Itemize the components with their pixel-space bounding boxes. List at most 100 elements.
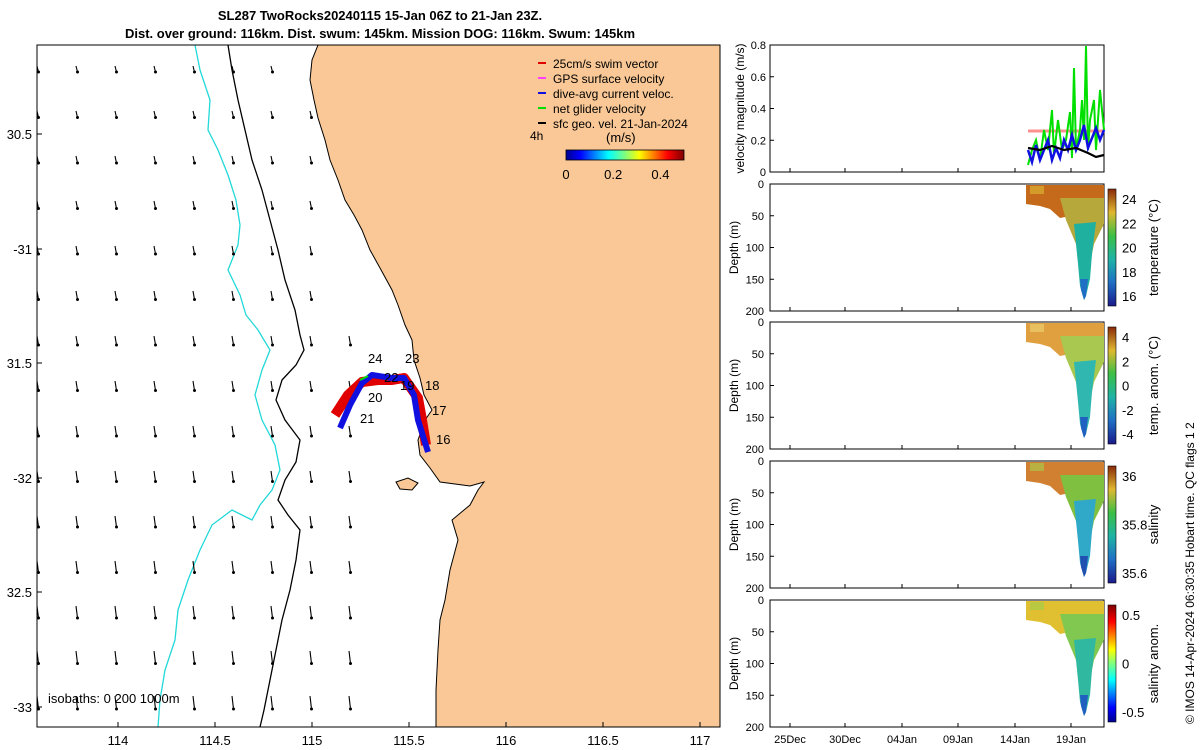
- salinity-y-tick: 0: [758, 456, 764, 468]
- temperature-y-tick: 50: [752, 211, 764, 223]
- map-x-tick: 114.5: [199, 733, 231, 748]
- map-y-tick: -32: [13, 471, 32, 486]
- dive-avg-series: [1026, 124, 1106, 167]
- speed-colorbar: [565, 149, 685, 161]
- panel-x-tick: 14Jan: [1000, 734, 1030, 746]
- sal_anom-colorbar: [1107, 604, 1117, 723]
- day-label: 24: [368, 351, 382, 366]
- temp_anom-ylabel: Depth (m): [727, 359, 741, 412]
- salinity-y-tick: 200: [746, 583, 764, 595]
- map-x-tick: 115: [302, 733, 323, 748]
- day-label: 21: [360, 411, 374, 426]
- temp_anom-y-tick: 0: [758, 317, 764, 329]
- temperature-ylabel: Depth (m): [727, 221, 741, 274]
- day-label: 18: [425, 378, 439, 393]
- temperature-cbar-tick: 16: [1122, 289, 1136, 304]
- day-label: 20: [368, 390, 382, 405]
- map-y-tick: -33: [13, 700, 32, 715]
- time-interval-label: 4h: [530, 129, 543, 143]
- legend-entry: sfc geo. vel. 21-Jan-2024: [553, 117, 688, 131]
- sal_anom-cbar-tick: -0.5: [1122, 705, 1144, 720]
- temperature-surface-patch: [1030, 186, 1044, 194]
- day-label: 17: [432, 403, 446, 418]
- land-mass: [309, 45, 720, 727]
- temperature-cbar-tick: 24: [1122, 192, 1136, 207]
- map-x-tick: 117: [690, 733, 711, 748]
- map-axes: 114 114.5 115 115.5 116 116.5 117 30.5 -31 31.5 -3…: [7, 127, 711, 748]
- map-y-tick: 32.5: [7, 585, 32, 600]
- net-velocity-series: [1027, 45, 1105, 166]
- panel-x-tick: 19Jan: [1056, 734, 1086, 746]
- panel-x-tick: 30Dec: [829, 734, 861, 746]
- figure-title-line2: Dist. over ground: 116km. Dist. swum: 14…: [124, 26, 636, 41]
- temp_anom-y-tick: 200: [746, 444, 764, 456]
- temperature-cbar-label: temperature (°C): [1146, 199, 1161, 296]
- island: [395, 477, 419, 491]
- colorbar-unit: (m/s): [606, 130, 636, 145]
- temperature-colorbar: [1107, 188, 1117, 307]
- velocity-y-tick: 0.8: [751, 40, 766, 52]
- velocity-panel: [769, 44, 1105, 173]
- time-series-panels: 0 0.2 0.4 0.6 0.8 velocity magnitude (m/s) 0 50…: [727, 40, 1161, 746]
- velocity-y-tick: 0: [760, 167, 766, 179]
- sal_anom-deep-plume: [1074, 638, 1096, 716]
- temp_anom-cbar-tick: -2: [1122, 403, 1134, 418]
- velocity-y-tick: 0.2: [751, 135, 766, 147]
- salinity-cbar-tick: 35.8: [1122, 518, 1147, 533]
- temperature-plume-tip: [1080, 279, 1088, 300]
- velocity-ylabel: velocity magnitude (m/s): [733, 43, 747, 173]
- net-glider-track: [359, 375, 369, 381]
- map-y-tick: 30.5: [7, 127, 32, 142]
- salinity-y-tick: 100: [746, 520, 764, 532]
- sal_anom-y-tick: 200: [746, 722, 764, 734]
- temp_anom-cbar-tick: 0: [1122, 379, 1129, 394]
- salinity-y-tick: 150: [746, 551, 764, 563]
- panel-x-tick: 25Dec: [774, 734, 806, 746]
- credit-text: © IMOS 14-Apr-2024 06:30:35 Hobart time.…: [1183, 422, 1197, 724]
- temperature-cbar-tick: 22: [1122, 216, 1136, 231]
- colorbar-tick: 0.2: [604, 167, 622, 182]
- speed-colorbar-ticks: 0 0.2 0.4: [562, 167, 669, 182]
- temp_anom-cbar-label: temp. anom. (°C): [1146, 336, 1161, 435]
- velocity-y-tick: 0.4: [751, 104, 766, 116]
- temp_anom-plume-tip: [1080, 417, 1088, 438]
- salinity-cbar-tick: 36: [1122, 469, 1136, 484]
- salinity-ylabel: Depth (m): [727, 498, 741, 551]
- temperature-y-tick: 100: [746, 243, 764, 255]
- temperature-deep-plume: [1074, 222, 1096, 300]
- day-label: 23: [405, 351, 419, 366]
- figure-title-line1: SL287 TwoRocks20240115 15-Jan 06Z to 21-…: [217, 8, 543, 23]
- temp_anom-y-tick: 150: [746, 412, 764, 424]
- map-x-tick: 116: [496, 733, 517, 748]
- sal_anom-surface-patch: [1030, 602, 1044, 610]
- temp_anom-surface-patch: [1030, 324, 1044, 332]
- temp_anom-cbar-tick: 4: [1122, 330, 1129, 345]
- salinity-y-tick: 50: [752, 488, 764, 500]
- sal_anom-plume-tip: [1080, 695, 1088, 716]
- legend-entry: net glider velocity: [553, 102, 646, 116]
- sal_anom-cbar-label: salinity anom.: [1146, 624, 1161, 703]
- legend-entry: 25cm/s swim vector: [553, 57, 658, 71]
- salinity-cbar-tick: 35.6: [1122, 566, 1147, 581]
- legend-entry: dive-avg current veloc.: [553, 87, 674, 101]
- temp_anom-deep-plume: [1074, 360, 1096, 438]
- temp_anom-cbar-tick: -4: [1122, 427, 1134, 442]
- map-x-tick: 114: [108, 733, 129, 748]
- surface-velocity-vectors: [37, 65, 352, 711]
- map-y-tick: -31: [13, 242, 32, 257]
- sal_anom-y-tick: 0: [758, 595, 764, 607]
- colorbar-tick: 0.4: [651, 167, 669, 182]
- day-label: 19: [400, 378, 414, 393]
- map-x-tick: 115.5: [393, 733, 425, 748]
- day-label: 22: [384, 370, 398, 385]
- sfc-geo-series: [1027, 144, 1105, 159]
- temp_anom-colorbar: [1107, 326, 1117, 445]
- salinity-plume-tip: [1080, 556, 1088, 577]
- sal_anom-y-tick: 150: [746, 690, 764, 702]
- salinity-cbar-label: salinity: [1146, 504, 1161, 544]
- salinity-surface-patch: [1030, 463, 1044, 471]
- sal_anom-cbar-tick: 0.5: [1122, 608, 1140, 623]
- sal_anom-ylabel: Depth (m): [727, 637, 741, 690]
